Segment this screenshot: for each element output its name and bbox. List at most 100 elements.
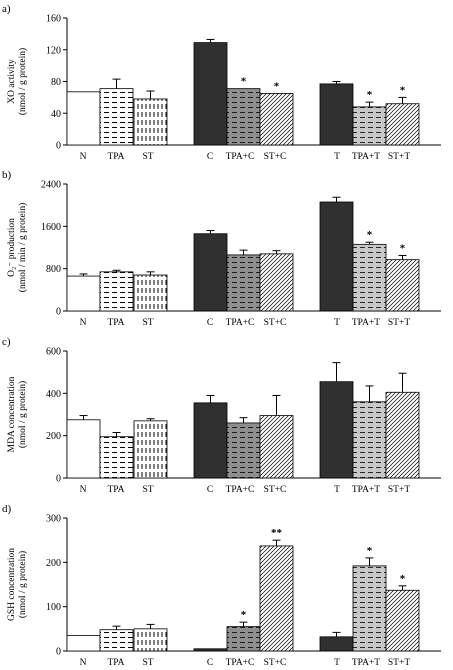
bar — [352, 243, 387, 312]
bar — [319, 83, 354, 146]
y-tick-label: 80 — [51, 77, 61, 88]
bar — [133, 98, 168, 146]
significance-marker: * — [400, 84, 406, 96]
x-tick-label: ST+C — [264, 318, 287, 328]
bar — [259, 253, 294, 312]
significance-marker: ** — [271, 527, 283, 539]
bar — [226, 254, 261, 312]
y-tick-label: 400 — [46, 389, 61, 400]
chart-panel: c) MDA concentration (nmol / g protein) 0 20… — [2, 336, 441, 495]
x-tick-label: N — [80, 658, 87, 668]
bar — [66, 91, 101, 146]
x-tick-label: ST+C — [264, 658, 287, 668]
x-tick-label: TPA — [107, 485, 124, 495]
x-tick-label: N — [80, 485, 87, 495]
bar — [99, 436, 134, 479]
x-tick-label: TPA+T — [352, 152, 380, 162]
x-tick-label: ST — [142, 658, 153, 668]
bar — [226, 88, 261, 146]
x-tick-label: ST+T — [388, 485, 410, 495]
bar — [99, 629, 134, 652]
y-tick-label: 2400 — [41, 180, 61, 191]
x-tick-label: ST+T — [388, 152, 410, 162]
y-axis-label: XO activity — [7, 59, 17, 104]
panel-label: a) — [2, 3, 11, 15]
x-tick-label: TPA — [107, 658, 124, 668]
x-tick-label: T — [334, 152, 340, 162]
x-tick-label: ST+C — [264, 485, 287, 495]
bar — [259, 93, 294, 146]
bar — [352, 106, 387, 146]
panel-label: b) — [2, 169, 12, 181]
bar — [385, 589, 420, 652]
y-tick-label: 600 — [46, 347, 61, 358]
bar — [193, 233, 228, 312]
bar — [226, 422, 261, 479]
bar — [319, 381, 354, 479]
y-axis-label: (nmol / min / g protein) — [17, 203, 28, 292]
x-tick-label: TPA+T — [352, 318, 380, 328]
y-axis-label: GSH concentration — [7, 548, 17, 621]
x-tick-label: N — [80, 318, 87, 328]
bar — [259, 545, 294, 652]
x-tick-label: ST+T — [388, 658, 410, 668]
bar — [385, 259, 420, 312]
bar — [66, 419, 101, 479]
x-tick-label: T — [334, 485, 340, 495]
y-tick-label: 0 — [56, 647, 61, 658]
y-axis-label: (nmol / g protein) — [17, 48, 28, 115]
significance-marker: * — [367, 229, 373, 241]
significance-marker: * — [400, 573, 406, 585]
y-tick-label: 120 — [46, 45, 61, 56]
chart-panel: b) O₂⁻ production (nmol / min / g protein)… — [2, 169, 441, 328]
x-tick-label: C — [207, 485, 213, 495]
y-axis-label: O₂⁻ production — [7, 218, 17, 277]
x-tick-label: TPA+T — [352, 485, 380, 495]
y-tick-label: 0 — [56, 307, 61, 318]
bar — [193, 42, 228, 146]
x-tick-label: T — [334, 658, 340, 668]
x-tick-label: T — [334, 318, 340, 328]
y-tick-label: 0 — [56, 474, 61, 485]
bar — [99, 88, 134, 146]
y-tick-label: 100 — [46, 602, 61, 613]
x-tick-label: ST — [142, 318, 153, 328]
bar — [319, 636, 354, 652]
bar — [352, 565, 387, 652]
x-tick-label: TPA+C — [226, 152, 255, 162]
x-tick-label: TPA+C — [226, 658, 255, 668]
y-tick-label: 0 — [56, 141, 61, 152]
bar — [133, 628, 168, 652]
y-tick-label: 800 — [46, 264, 61, 275]
bar — [66, 275, 101, 312]
y-axis-label: MDA concentration — [7, 376, 17, 452]
y-tick-label: 200 — [46, 431, 61, 442]
y-tick-label: 200 — [46, 558, 61, 569]
x-tick-label: ST — [142, 485, 153, 495]
bar — [99, 271, 134, 312]
chart-panel: d) GSH concentration (nmol / g protein) 0 10… — [2, 503, 441, 668]
y-axis-label: (nmol / g protein) — [17, 381, 28, 448]
x-tick-label: TPA+C — [226, 485, 255, 495]
significance-marker: * — [274, 80, 280, 92]
bar — [193, 648, 228, 652]
bar — [352, 401, 387, 479]
significance-marker: * — [241, 609, 247, 621]
bar — [226, 626, 261, 652]
significance-marker: * — [367, 545, 373, 557]
x-tick-label: C — [207, 658, 213, 668]
x-tick-label: TPA+C — [226, 318, 255, 328]
y-axis-label: (nmol / g protein) — [17, 551, 28, 618]
y-tick-label: 40 — [51, 109, 61, 120]
significance-marker: * — [367, 89, 373, 101]
bar — [385, 391, 420, 479]
x-tick-label: C — [207, 318, 213, 328]
x-tick-label: TPA — [107, 152, 124, 162]
x-tick-label: C — [207, 152, 213, 162]
x-tick-label: TPA+T — [352, 658, 380, 668]
x-tick-label: ST+C — [264, 152, 287, 162]
panel-label: d) — [2, 503, 12, 515]
x-tick-label: N — [80, 152, 87, 162]
y-tick-label: 160 — [46, 14, 61, 25]
